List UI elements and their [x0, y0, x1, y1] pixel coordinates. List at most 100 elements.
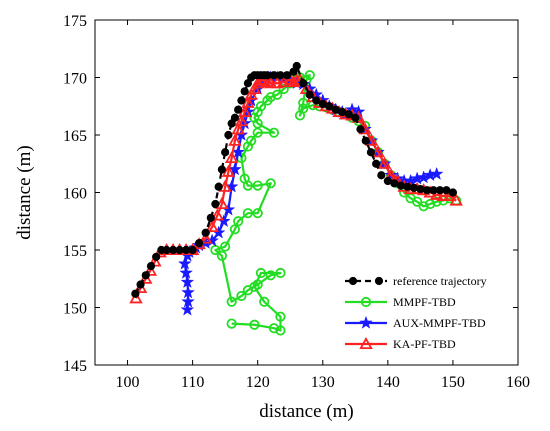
- y-tick-label: 165: [63, 128, 87, 145]
- data-point: [268, 127, 280, 138]
- x-tick-label: 150: [441, 374, 465, 391]
- data-point: [220, 241, 231, 252]
- y-tick-label: 155: [63, 243, 87, 260]
- data-point: [234, 105, 243, 114]
- data-point: [298, 97, 309, 108]
- y-tick-label: 150: [63, 301, 87, 318]
- data-point: [179, 265, 194, 279]
- data-point: [180, 274, 195, 289]
- data-point: [252, 180, 263, 191]
- data-point: [152, 252, 161, 261]
- data-point: [224, 150, 239, 164]
- y-axis-label: distance (m): [14, 145, 35, 239]
- data-point: [272, 89, 283, 100]
- data-point: [252, 208, 263, 219]
- legend-label: MMPF-TBD: [393, 295, 456, 309]
- legend-label: reference trajectory: [393, 274, 487, 288]
- data-point: [377, 171, 386, 180]
- data-point: [188, 245, 197, 255]
- data-point: [325, 102, 334, 111]
- data-point: [201, 228, 210, 237]
- data-point: [265, 270, 276, 281]
- legend-item: reference trajectory: [345, 274, 487, 288]
- data-point: [221, 164, 236, 177]
- data-point: [249, 319, 260, 330]
- legend-marker: [360, 296, 372, 308]
- data-point: [216, 250, 227, 261]
- series-reference-trajectory: [131, 61, 458, 298]
- data-point: [418, 201, 429, 212]
- data-point: [242, 208, 254, 219]
- data-point: [177, 256, 192, 270]
- data-point: [181, 285, 195, 299]
- data-point: [275, 325, 286, 336]
- data-point: [259, 296, 270, 307]
- legend-marker: [359, 315, 373, 329]
- data-point: [181, 294, 195, 308]
- data-point: [412, 196, 423, 207]
- data-point: [351, 113, 360, 122]
- legend-item: MMPF-TBD: [345, 295, 456, 309]
- data-point: [143, 263, 158, 276]
- data-point: [298, 103, 309, 114]
- data-point: [195, 239, 204, 248]
- data-point: [211, 225, 226, 239]
- data-point: [409, 183, 418, 192]
- x-tick-label: 100: [116, 374, 140, 391]
- data-point: [242, 285, 254, 296]
- data-point: [239, 173, 250, 184]
- data-point: [403, 182, 412, 191]
- data-point: [226, 318, 237, 329]
- x-tick-label: 130: [311, 374, 335, 391]
- data-point: [263, 76, 278, 89]
- axis-ticks: 100 110 120 130 140 150 160 145 150 155 160 165 170 1…: [63, 13, 530, 391]
- data-point: [228, 133, 242, 146]
- data-point: [198, 231, 213, 244]
- data-point: [240, 87, 249, 96]
- legend-label: AUX-MMPF-TBD: [393, 316, 486, 330]
- x-tick-label: 160: [506, 374, 530, 391]
- legend-marker: [359, 336, 373, 350]
- x-axis-label: distance (m): [259, 401, 353, 422]
- legend-marker: [374, 276, 384, 286]
- data-point: [371, 145, 385, 158]
- series-layer: [129, 61, 463, 336]
- data-point: [221, 148, 230, 157]
- data-point: [237, 104, 252, 118]
- data-point: [312, 96, 321, 105]
- data-point: [241, 95, 255, 108]
- data-point: [236, 290, 247, 302]
- data-point: [206, 213, 215, 222]
- data-point: [299, 79, 308, 88]
- data-point: [216, 213, 231, 228]
- data-point: [180, 302, 195, 316]
- x-tick-label: 120: [246, 374, 270, 391]
- data-point: [377, 156, 392, 169]
- data-point: [356, 125, 365, 134]
- data-point: [344, 110, 353, 119]
- data-point: [210, 208, 225, 221]
- data-point: [282, 71, 292, 80]
- data-point: [214, 182, 223, 191]
- data-point: [436, 188, 450, 202]
- data-point: [449, 193, 463, 206]
- data-point: [361, 136, 370, 145]
- data-point: [448, 188, 458, 197]
- legend-item: AUX-MMPF-TBD: [345, 315, 486, 330]
- data-point: [233, 216, 244, 227]
- data-point: [366, 148, 376, 157]
- data-point: [234, 114, 249, 127]
- data-point: [244, 87, 258, 100]
- x-tick-label: 140: [376, 374, 400, 391]
- legend-label: KA-PF-TBD: [393, 337, 456, 351]
- data-point: [211, 199, 220, 209]
- legend-item: KA-PF-TBD: [345, 336, 456, 351]
- data-point: [254, 72, 268, 85]
- data-point: [230, 113, 240, 122]
- data-point: [136, 280, 145, 289]
- data-point: [429, 166, 444, 180]
- y-tick-label: 175: [63, 13, 87, 30]
- data-point: [268, 323, 280, 334]
- data-point: [255, 101, 267, 112]
